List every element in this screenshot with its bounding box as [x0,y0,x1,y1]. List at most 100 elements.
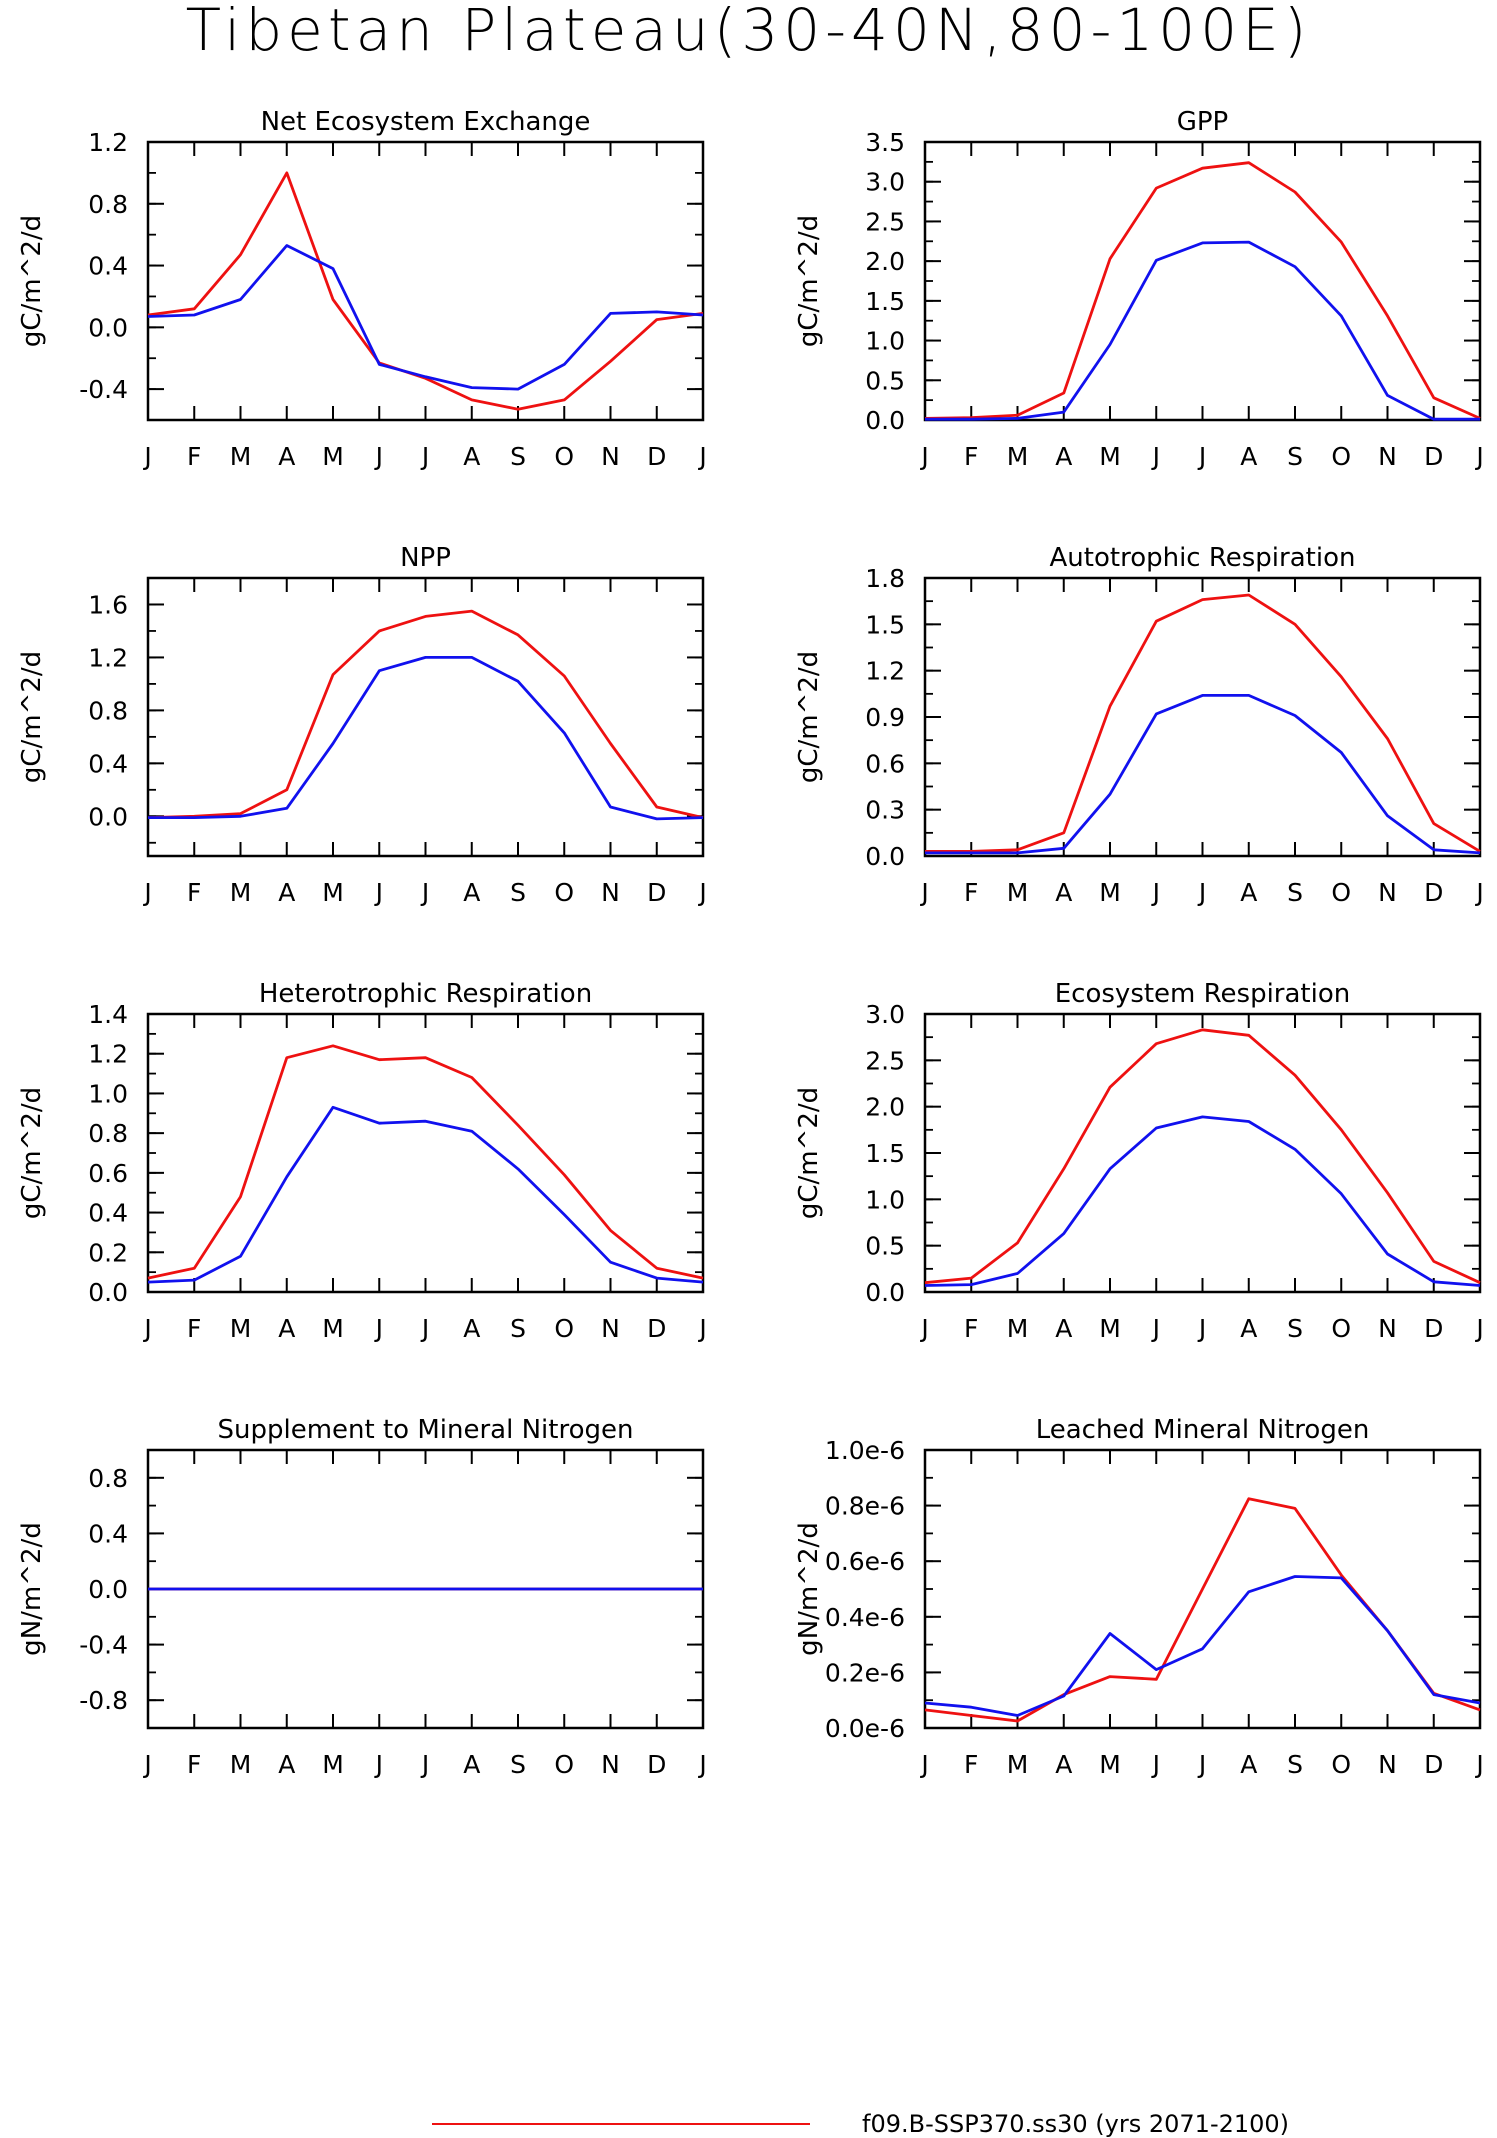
x-tick-label: J [374,1750,383,1779]
y-tick-label: 0.8 [88,1119,128,1148]
y-axis-label: gC/m^2/d [794,651,824,783]
x-tick-label: S [1287,1750,1303,1779]
series-line-blue [147,1105,704,1284]
y-axis-label: gC/m^2/d [17,1087,47,1219]
y-tick-label: 1.0e-6 [825,1436,905,1465]
x-tick-label: A [463,1750,480,1779]
x-tick-label: A [1055,1314,1072,1343]
y-axis-label: gN/m^2/d [17,1522,47,1656]
x-tick-label: J [1474,442,1483,471]
y-tick-label: 3.0 [865,168,905,197]
x-tick-label: J [1197,1314,1206,1343]
x-tick-label: O [1331,878,1351,907]
x-tick-label: J [374,1314,383,1343]
y-tick-label: -0.4 [79,1631,128,1660]
panel-title: Ecosystem Respiration [1055,979,1350,1009]
y-axis-label: gC/m^2/d [17,651,47,783]
series-line-blue [925,240,1480,421]
y-tick-label: 1.5 [865,610,905,639]
y-tick-label: 0.6 [865,749,905,778]
x-tick-label: J [697,878,706,907]
series-line-red [925,593,1481,853]
y-tick-label: 0.4 [88,252,128,281]
x-tick-label: J [1151,1314,1160,1343]
y-tick-label: 0.9 [865,703,905,732]
y-tick-label: 0.8 [88,190,128,219]
x-tick-label: D [1424,1314,1443,1343]
x-tick-label: J [1197,1750,1206,1779]
x-tick-label: A [1055,878,1072,907]
y-tick-label: 0.0 [88,313,128,342]
x-tick-label: S [1287,442,1303,471]
y-tick-label: 0.2e-6 [825,1658,905,1687]
x-tick-label: D [647,1750,666,1779]
x-tick-label: J [420,1750,429,1779]
x-tick-label: D [1424,878,1443,907]
x-tick-label: M [230,1750,252,1779]
y-tick-label: 0.8 [88,696,128,725]
y-tick-label: 0.0 [88,802,128,831]
y-tick-label: 1.2 [865,657,905,686]
y-tick-label: 0.4 [88,1519,128,1548]
x-tick-label: J [919,878,928,907]
y-tick-label: -0.8 [79,1686,128,1715]
x-tick-label: O [554,442,574,471]
y-axis-label: gC/m^2/d [794,1087,824,1219]
y-tick-label: 1.8 [865,564,905,593]
series-line-red [924,161,1481,420]
x-tick-label: J [697,1750,706,1779]
x-tick-label: N [1378,878,1397,907]
x-tick-label: M [322,442,344,471]
x-tick-label: F [187,1314,201,1343]
x-tick-label: M [1007,1314,1029,1343]
y-tick-label: 1.6 [88,590,128,619]
series-line-blue [925,694,1481,855]
y-tick-label: 0.0 [865,842,905,871]
x-tick-label: J [420,442,429,471]
x-tick-label: S [510,1314,526,1343]
x-tick-label: J [142,878,151,907]
x-tick-label: M [322,878,344,907]
x-tick-label: J [1151,442,1160,471]
x-tick-label: A [463,1314,480,1343]
x-tick-label: J [1197,442,1206,471]
series-line-red [924,1028,1481,1285]
y-tick-label: 2.5 [865,1046,905,1075]
x-tick-label: J [142,1750,151,1779]
panel-title: GPP [1177,107,1229,137]
plot-frame [923,576,1482,858]
x-tick-label: S [510,442,526,471]
x-tick-label: M [230,878,252,907]
y-tick-label: 0.2 [88,1238,128,1267]
y-tick-label: 0.0 [88,1278,128,1307]
x-tick-label: A [1055,1750,1072,1779]
x-tick-label: S [1287,878,1303,907]
x-tick-label: D [1424,1750,1443,1779]
x-tick-label: J [1197,878,1206,907]
x-tick-label: J [919,1750,928,1779]
x-tick-label: M [1099,1314,1121,1343]
x-tick-label: M [1007,878,1029,907]
x-tick-label: A [1240,1314,1257,1343]
panel-title: Leached Mineral Nitrogen [1036,1415,1370,1445]
x-tick-label: A [278,878,295,907]
x-tick-label: A [1055,442,1072,471]
series-line-blue [148,656,704,821]
x-tick-label: S [510,1750,526,1779]
x-tick-label: O [554,878,574,907]
y-tick-label: 0.3 [865,796,905,825]
x-tick-label: D [647,1314,666,1343]
x-tick-label: M [1099,442,1121,471]
panel-title: Net Ecosystem Exchange [261,107,591,137]
y-axis-label: gN/m^2/d [794,1522,824,1656]
x-tick-label: F [964,1750,978,1779]
y-tick-label: 1.0 [88,1079,128,1108]
x-tick-label: N [1378,442,1397,471]
x-tick-label: J [1474,1314,1483,1343]
x-tick-label: M [1007,1750,1029,1779]
